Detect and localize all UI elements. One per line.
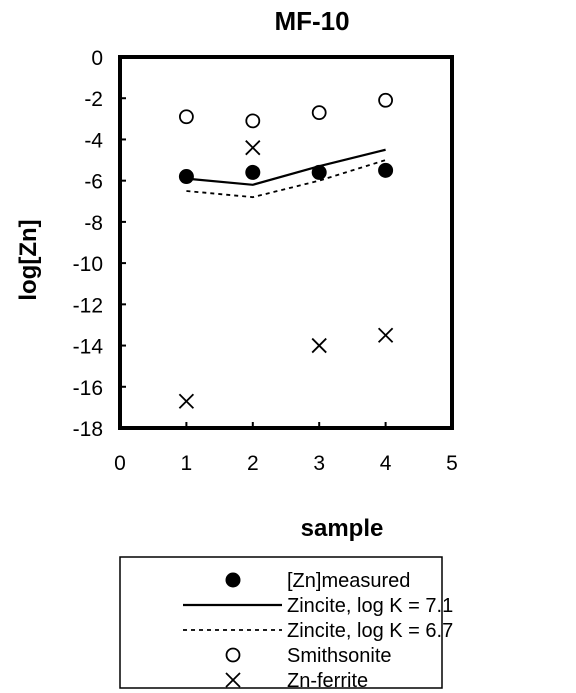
x-marker-stroke: [245, 140, 261, 156]
point-smithsonite: [178, 109, 194, 125]
point-smithsonite: [311, 105, 327, 121]
point-zn-measured: [178, 169, 194, 185]
point-smithsonite: [245, 113, 261, 129]
y-tick-label: -8: [84, 212, 103, 235]
y-tick-label: -6: [84, 171, 103, 194]
y-tick-label: -10: [73, 253, 103, 276]
legend-label-smithsonite: Smithsonite: [287, 645, 392, 667]
point-smithsonite: [378, 92, 394, 108]
legend-label-zn-ferrite: Zn-ferrite: [287, 670, 368, 692]
point-zn-ferrite: [178, 393, 195, 409]
axis-ticks: 0 1 2 3 4 5 0 -2 -4 -6 -8 -10 -12 -14 -16 -18: [73, 47, 458, 475]
point-zn-ferrite: [311, 337, 327, 354]
y-tick-label: -2: [84, 88, 103, 111]
y-tick-label: -4: [84, 129, 103, 152]
series-lines: [186, 148, 386, 199]
x-tick-label: 2: [247, 452, 259, 475]
x-axis-label: sample: [301, 515, 384, 542]
legend-swatch-zn-ferrite: [225, 672, 241, 688]
series-line-zincite-log-k-6-7: [186, 159, 386, 199]
point-zn-measured: [311, 164, 327, 180]
x-marker-stroke: [377, 327, 394, 343]
point-zn-ferrite: [245, 140, 261, 156]
x-marker-stroke: [311, 337, 327, 354]
plot-area-frame: [118, 55, 454, 430]
y-tick-label: -12: [73, 294, 103, 317]
legend-box: [119, 556, 443, 689]
y-axis-label: log[Zn]: [15, 219, 42, 300]
point-zn-ferrite: [377, 327, 394, 343]
y-tick-label: 0: [91, 47, 103, 70]
legend: [Zn]measured Zincite, log K = 7.1 Zincite,…: [183, 570, 453, 692]
legend-label-zn-measured: [Zn]measured: [287, 570, 410, 592]
legend-swatch-zn-measured: [225, 572, 241, 588]
y-tick-label: -14: [73, 336, 104, 359]
series-markers: [178, 92, 394, 409]
legend-swatch-smithsonite: [225, 647, 241, 663]
y-tick-label: -16: [73, 377, 103, 400]
x-tick-label: 5: [446, 452, 458, 475]
point-zn-measured: [378, 162, 394, 178]
x-tick-label: 1: [181, 452, 193, 475]
x-tick-label: 0: [114, 452, 126, 475]
y-tick-label: -18: [73, 418, 103, 441]
x-tick-label: 3: [313, 452, 325, 475]
x-tick-label: 4: [380, 452, 392, 475]
legend-label-zincite-log-k-7-1: Zincite, log K = 7.1: [287, 595, 453, 617]
point-zn-measured: [245, 164, 261, 180]
legend-label-zincite-log-k-6-7: Zincite, log K = 6.7: [287, 620, 453, 642]
chart-title: MF-10: [274, 6, 349, 36]
x-marker-stroke: [178, 393, 195, 409]
series-line-zincite-log-k-7-1: [186, 148, 386, 186]
x-marker-stroke: [225, 672, 241, 688]
